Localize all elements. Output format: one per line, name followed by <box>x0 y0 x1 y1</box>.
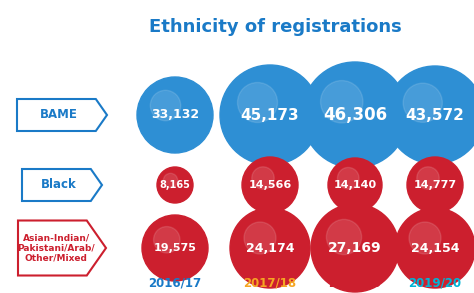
Circle shape <box>311 204 399 292</box>
Text: 14,566: 14,566 <box>248 180 292 190</box>
Circle shape <box>417 167 439 189</box>
Text: 45,173: 45,173 <box>241 108 299 122</box>
Circle shape <box>395 208 474 288</box>
Text: 2019/20: 2019/20 <box>409 277 462 289</box>
Text: 43,572: 43,572 <box>406 108 465 122</box>
Text: Ethnicity of registrations: Ethnicity of registrations <box>148 18 401 36</box>
Text: 24,154: 24,154 <box>411 241 459 255</box>
Polygon shape <box>17 99 107 131</box>
Circle shape <box>150 90 181 121</box>
Text: Black: Black <box>41 178 76 192</box>
Circle shape <box>230 208 310 288</box>
Circle shape <box>237 83 277 122</box>
Circle shape <box>328 158 382 212</box>
Circle shape <box>407 157 463 213</box>
Text: 24,174: 24,174 <box>246 241 294 255</box>
Polygon shape <box>18 221 106 275</box>
Text: 2018/19: 2018/19 <box>328 277 382 289</box>
Circle shape <box>220 65 320 165</box>
Text: BAME: BAME <box>40 108 78 122</box>
Circle shape <box>252 167 274 189</box>
Circle shape <box>142 215 208 281</box>
Circle shape <box>244 222 276 254</box>
Text: 2017/18: 2017/18 <box>244 277 297 289</box>
Text: 14,777: 14,777 <box>413 180 456 190</box>
Text: 8,165: 8,165 <box>160 180 191 190</box>
Circle shape <box>386 66 474 164</box>
Text: 19,575: 19,575 <box>154 243 196 253</box>
Circle shape <box>302 62 408 168</box>
Circle shape <box>242 157 298 213</box>
Circle shape <box>403 83 442 122</box>
Text: 2016/17: 2016/17 <box>148 277 201 289</box>
Text: 27,169: 27,169 <box>328 241 382 255</box>
Circle shape <box>327 219 362 255</box>
Circle shape <box>320 81 363 123</box>
Circle shape <box>137 77 213 153</box>
Circle shape <box>154 226 180 253</box>
Text: Asian-Indian/
Pakistani/Arab/
Other/Mixed: Asian-Indian/ Pakistani/Arab/ Other/Mixe… <box>18 233 95 263</box>
Polygon shape <box>22 169 102 201</box>
Circle shape <box>337 168 359 189</box>
Circle shape <box>164 173 178 188</box>
Text: 46,306: 46,306 <box>323 106 387 124</box>
Circle shape <box>157 167 193 203</box>
Circle shape <box>409 222 441 254</box>
Text: 33,132: 33,132 <box>151 108 199 122</box>
Text: 14,140: 14,140 <box>333 180 376 190</box>
